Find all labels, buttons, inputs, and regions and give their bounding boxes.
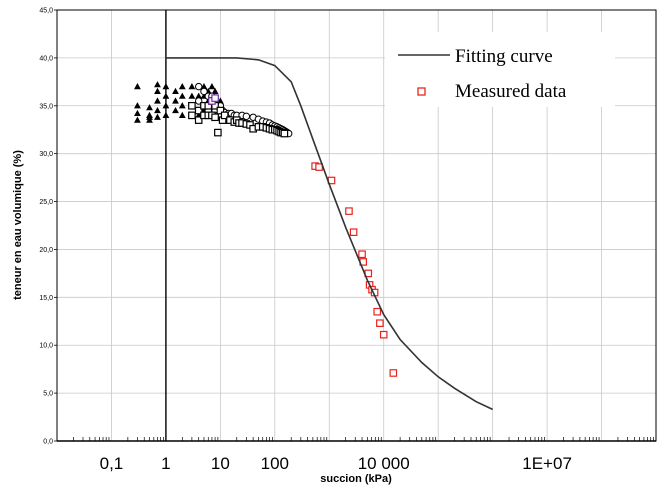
data-point-triangle [134, 116, 141, 123]
data-point-square [188, 101, 196, 110]
x-tick-label: 0,1 [100, 454, 124, 473]
data-point-square [211, 94, 219, 102]
data-point-triangle [172, 87, 179, 95]
legend-label-fitting-curve: Fitting curve [455, 46, 553, 67]
data-point-triangle [178, 92, 186, 99]
x-tick-label: 100 [261, 454, 289, 473]
data-point-square [358, 250, 366, 259]
data-point-triangle [211, 87, 219, 95]
data-point-triangle [162, 111, 170, 118]
fitting-curve-line [165, 57, 493, 411]
y-tick-label: 35,0 [39, 103, 53, 110]
legend-label-measured-data: Measured data [455, 81, 567, 102]
data-point-square [194, 106, 203, 115]
data-point-triangle [178, 111, 186, 118]
y-tick-labels: 0,0 5,0 10,0 15,0 20,0 25,0 30,0 35,0 40,0 45,0 [39, 8, 53, 446]
x-tick-label: 1E+07 [522, 454, 572, 473]
data-point-square [389, 369, 398, 377]
data-point-triangle [154, 97, 161, 104]
data-point-square [220, 111, 229, 120]
data-point-triangle [134, 102, 141, 109]
data-point-square [315, 163, 323, 171]
data-point-triangle [162, 102, 170, 109]
data-point-circle [200, 87, 208, 96]
data-point-triangle [188, 83, 196, 90]
y-tick-label: 0,0 [43, 439, 53, 446]
data-point-triangle [172, 97, 179, 104]
data-point-triangle [134, 109, 141, 117]
data-point-triangle [154, 113, 161, 120]
data-point-square [345, 207, 353, 215]
y-tick-label: 40,0 [39, 55, 53, 62]
data-point-triangle [162, 83, 170, 90]
y-tick-label: 25,0 [39, 199, 53, 206]
series-layer [134, 57, 493, 411]
y-tick-label: 15,0 [39, 295, 53, 302]
data-point-triangle [154, 106, 161, 114]
x-tick-label: 10 000 [358, 454, 410, 473]
data-point-square [211, 113, 219, 122]
y-tick-label: 45,0 [39, 8, 53, 15]
data-point-square [376, 319, 384, 327]
data-point-triangle [146, 113, 153, 120]
data-point-triangle [172, 106, 179, 114]
data-point-square [280, 129, 289, 138]
data-point-square [349, 228, 358, 237]
data-point-square [379, 330, 388, 339]
data-point-triangle [208, 83, 216, 90]
x-tick-label: 1 [161, 454, 170, 473]
data-point-triangle [134, 83, 141, 90]
data-point-square [194, 116, 203, 124]
x-tick-labels: 0,1 1 10 100 10 000 1E+07 [100, 454, 572, 473]
data-point-triangle [188, 92, 196, 99]
data-point-square [373, 307, 382, 316]
x-axis-label: succion (kPa) [320, 473, 392, 485]
y-tick-label: 10,0 [39, 343, 53, 350]
data-point-triangle [162, 92, 170, 99]
y-tick-label: 30,0 [39, 151, 53, 158]
data-point-triangle [178, 83, 186, 90]
data-point-triangle [195, 92, 203, 99]
data-point-square [214, 128, 222, 137]
data-point-circle [194, 82, 203, 91]
legend: Fitting curve Measured data [385, 32, 615, 107]
y-tick-label: 20,0 [39, 247, 53, 254]
data-point-triangle [146, 104, 153, 111]
y-axis-label: teneur en eau volumique (%) [12, 150, 24, 300]
data-point-circle [242, 112, 251, 121]
data-point-triangle [200, 83, 208, 90]
data-point-triangle [154, 87, 161, 95]
x-tick-label: 10 [211, 454, 230, 473]
data-point-square [188, 111, 196, 120]
data-point-triangle [154, 81, 161, 88]
data-point-triangle [178, 102, 186, 109]
data-point-square [216, 106, 225, 115]
axes [54, 9, 657, 442]
y-tick-label: 5,0 [43, 391, 53, 398]
legend-swatch-measured-data [417, 87, 426, 96]
